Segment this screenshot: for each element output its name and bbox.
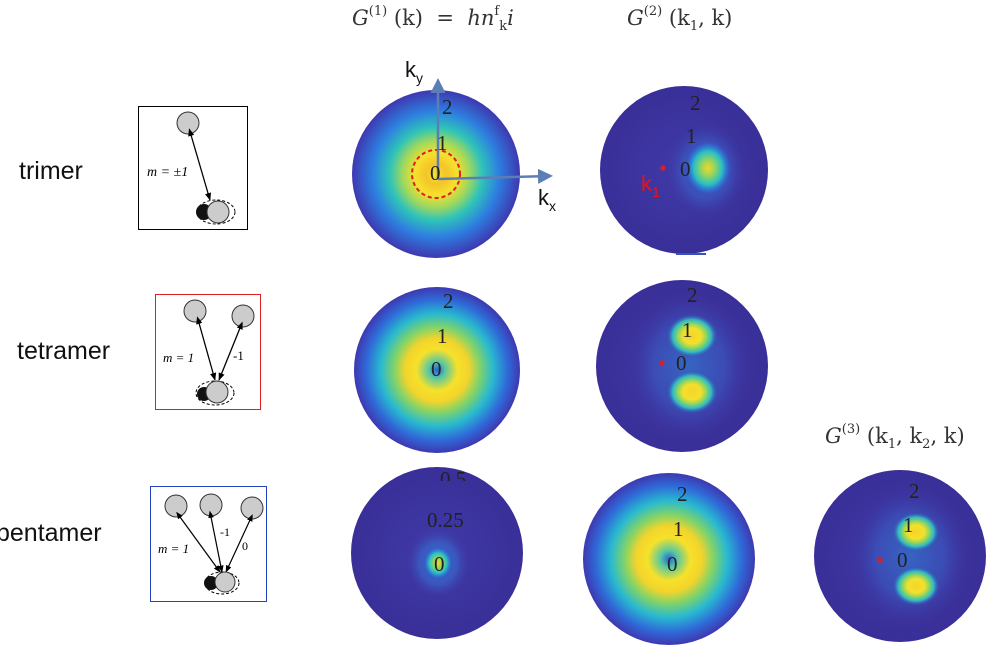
tetramer-annotation: m = 1 xyxy=(163,350,194,365)
ky-label: ky xyxy=(405,57,423,86)
tick-2: 2 xyxy=(443,289,454,313)
tick-0: 0 xyxy=(430,161,441,185)
tetramer-g1-plot xyxy=(354,287,520,453)
g2-header: G(2) (k1, k) xyxy=(627,4,733,34)
trimer-annotation: m = ±1 xyxy=(147,165,188,180)
tick-0.5: 0.5 xyxy=(440,467,467,481)
tetramer-schematic: m = 1 -1 xyxy=(155,294,261,410)
g3-header: G(3) (k1, k2, k) xyxy=(825,422,965,452)
g1-header: G(1) (k) = hnfki xyxy=(352,4,514,34)
trimer-schematic: m = ±1 xyxy=(138,106,248,230)
trimer-g2-plot xyxy=(600,86,768,255)
tick-0: 0 xyxy=(676,351,687,375)
tick-1: 1 xyxy=(903,513,914,537)
tick-0: 0 xyxy=(897,548,908,572)
tick-0: 0 xyxy=(667,552,678,576)
tetramer-g2-plot xyxy=(596,280,768,452)
pentamer-schematic: m = 1 -1 0 xyxy=(150,486,267,602)
trimer-g1-plot xyxy=(352,90,520,258)
row-label-trimer: trimer xyxy=(19,157,83,185)
tick-2: 2 xyxy=(442,95,453,119)
row-label-tetramer: tetramer xyxy=(17,337,111,365)
tick-1: 1 xyxy=(686,124,697,148)
k1-label: k1 xyxy=(641,171,660,200)
tick-1: 1 xyxy=(437,324,448,348)
tick-2: 2 xyxy=(677,482,688,506)
tick-2: 2 xyxy=(909,479,920,503)
tick-0: 0 xyxy=(431,357,442,381)
row-label-pentamer: pentamer xyxy=(0,519,102,547)
tick-2: 2 xyxy=(690,91,701,115)
k-axes xyxy=(430,78,553,184)
tick-0: 0 xyxy=(680,157,691,181)
pentamer-annotation: m = 1 xyxy=(158,541,189,556)
tetramer-annotation-2: -1 xyxy=(233,348,244,363)
kx-label: kx xyxy=(538,185,556,214)
pentamer-g3-plot xyxy=(814,470,986,642)
tick-0.25: 0.25 xyxy=(427,508,464,532)
pentamer-g2-plot xyxy=(583,473,755,645)
pentamer-annotation-2: -1 xyxy=(220,525,230,539)
pentamer-g1-plot xyxy=(351,467,523,639)
pentamer-annotation-3: 0 xyxy=(242,539,248,553)
tick-1: 1 xyxy=(437,131,448,155)
tick-1: 1 xyxy=(682,318,693,342)
tick-1: 1 xyxy=(673,517,684,541)
tick-2: 2 xyxy=(687,283,698,307)
tick-0: 0 xyxy=(434,552,445,576)
